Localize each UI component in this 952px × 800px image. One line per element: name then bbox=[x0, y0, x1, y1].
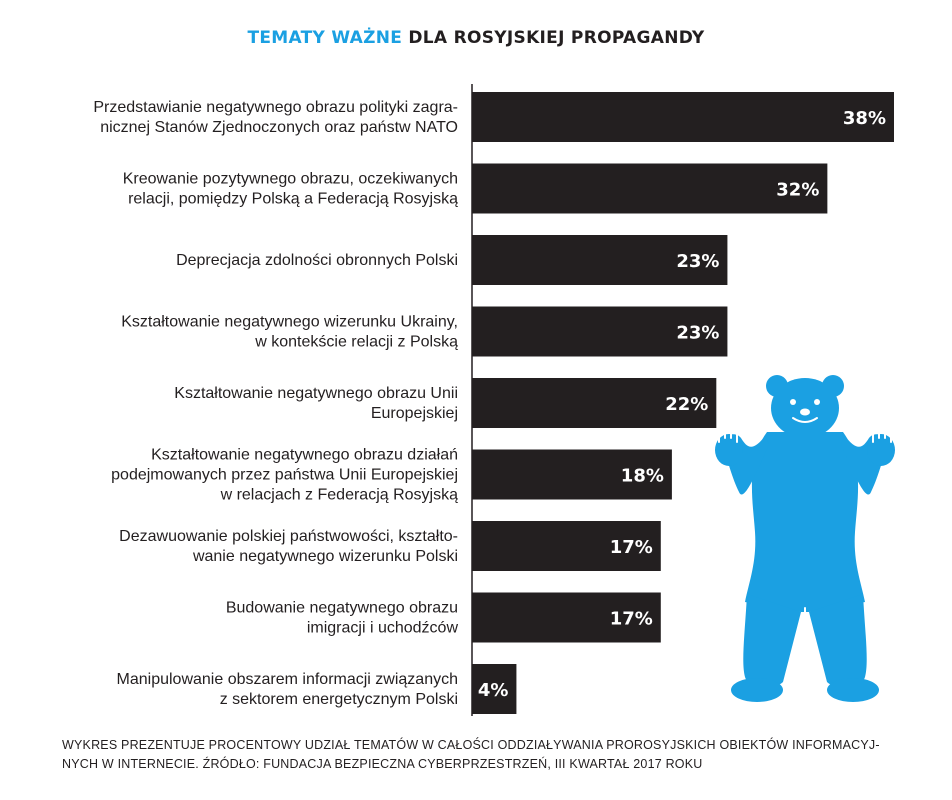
bar bbox=[472, 235, 728, 285]
category-label: Budowanie negatywnego obrazu imigracji i … bbox=[226, 600, 459, 637]
chart-title-highlight: TEMATY WAŻNE bbox=[247, 28, 403, 48]
bar bbox=[472, 592, 661, 643]
data-label: 4% bbox=[478, 680, 509, 701]
bar bbox=[472, 521, 661, 571]
category-label: Kreowanie pozytywnego obrazu, oczekiwany… bbox=[123, 171, 458, 208]
data-label: 23% bbox=[676, 251, 719, 272]
footnote-line-1: WYKRES PREZENTUJE PROCENTOWY UDZIAŁ TEMA… bbox=[62, 738, 880, 752]
bar bbox=[472, 92, 894, 142]
data-label: 17% bbox=[610, 609, 653, 630]
bar bbox=[472, 306, 728, 357]
footnote-line-2: NYCH W INTERNECIE. ŹRÓDŁO: FUNDACJA BEZP… bbox=[62, 757, 703, 771]
data-label: 22% bbox=[665, 394, 708, 415]
category-label: Kształtowanie negatywnego obrazu Unii Eur… bbox=[174, 385, 458, 422]
category-label: Dezawuowanie polskiej państwowości, kszt… bbox=[119, 528, 458, 565]
data-label: 17% bbox=[610, 537, 653, 558]
data-label: 18% bbox=[621, 466, 664, 487]
category-label: Deprecjacja zdolności obronnych Polski bbox=[176, 252, 458, 269]
data-label: 23% bbox=[676, 323, 719, 344]
bar bbox=[472, 664, 517, 714]
bar-chart: 38% Przedstawianie negatywnego obrazu pol… bbox=[93, 84, 894, 716]
category-label: Kształtowanie negatywnego wizerunku Ukra… bbox=[121, 314, 458, 351]
category-label: Kształtowanie negatywnego obrazu działań… bbox=[111, 447, 458, 504]
bar bbox=[472, 163, 828, 214]
footnote: WYKRES PREZENTUJE PROCENTOWY UDZIAŁ TEMA… bbox=[62, 736, 922, 774]
category-label: Przedstawianie negatywnego obrazu polity… bbox=[93, 99, 458, 136]
category-label: Manipulowanie obszarem informacji związa… bbox=[117, 671, 458, 708]
bear-icon bbox=[715, 375, 895, 702]
data-label: 32% bbox=[776, 180, 819, 201]
bar bbox=[472, 449, 672, 500]
chart-title: TEMATY WAŻNE DLA ROSYJSKIEJ PROPAGANDY bbox=[0, 28, 952, 48]
bar bbox=[472, 378, 717, 428]
chart-title-rest: DLA ROSYJSKIEJ PROPAGANDY bbox=[402, 28, 705, 48]
data-label: 38% bbox=[843, 108, 886, 129]
